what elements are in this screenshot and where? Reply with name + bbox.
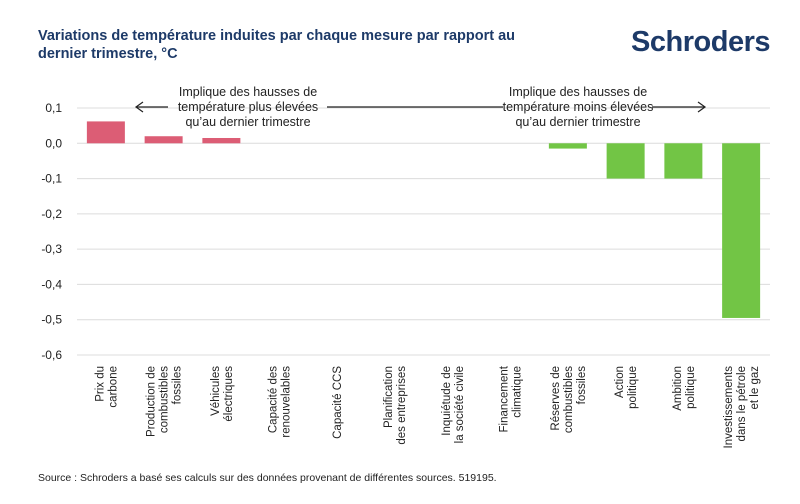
schroders-logo: Schroders <box>631 26 770 58</box>
annotation-arrow-left-head <box>134 101 144 113</box>
x-category-label: Prix du <box>94 366 106 402</box>
x-category-label: électriques <box>223 366 235 422</box>
annotation-right: qu’au dernier trimestre <box>515 115 640 129</box>
bar <box>722 143 761 318</box>
x-category-label: des entreprises <box>396 366 408 445</box>
x-category-label: Planification <box>383 366 395 428</box>
y-tick-label: -0,4 <box>41 277 62 291</box>
bar-chart: 0,1 0,0 -0,1 -0,2 -0,3 -0,4 -0,5 -0,6 Prix du car… <box>41 85 770 449</box>
x-category-label: Action <box>614 366 626 398</box>
x-category-label: Capacité des <box>268 366 280 433</box>
annotation-left: Implique des hausses de <box>179 85 317 99</box>
x-category-label: Réserves de <box>550 366 562 431</box>
annotation-right: température moins élevées <box>503 100 654 114</box>
x-category-label: combustibles <box>159 366 171 433</box>
annotation-left: qu’au dernier trimestre <box>185 115 310 129</box>
x-category-label: renouvelables <box>281 366 293 438</box>
y-tick-label: -0,6 <box>41 348 62 362</box>
bar <box>606 143 645 179</box>
chart-title: Variations de température induites par c… <box>38 28 516 62</box>
bar <box>664 143 703 179</box>
x-category-label: politique <box>685 366 697 409</box>
x-category-label: Investissements <box>723 366 735 449</box>
annotation-left: température plus élevées <box>178 100 318 114</box>
x-category-label: Ambition <box>672 366 684 411</box>
x-category-label: la société civile <box>454 366 466 443</box>
x-category-label: politique <box>627 366 639 409</box>
y-tick-label: -0,5 <box>41 313 62 327</box>
bar <box>202 137 241 144</box>
bar <box>144 136 183 144</box>
x-category-label: dans le pétrole <box>736 366 748 441</box>
y-tick-label: -0,2 <box>41 207 62 221</box>
y-tick-label: 0,0 <box>45 136 62 150</box>
x-category-label: Financement <box>499 365 511 432</box>
annotation-arrow-right-head <box>697 101 707 113</box>
bar <box>548 143 587 149</box>
y-tick-label: 0,1 <box>45 101 62 115</box>
y-tick-label: -0,3 <box>41 242 62 256</box>
source-note: Source : Schroders a basé ses calculs su… <box>38 472 497 484</box>
x-category-label: fossiles <box>576 366 588 405</box>
x-category-label: Inquiétude de <box>441 366 453 436</box>
x-category-label: carbone <box>107 366 119 408</box>
x-category-label: fossiles <box>172 366 184 405</box>
x-category-label: et le gaz <box>749 366 761 410</box>
x-category-label: combustibles <box>563 366 575 433</box>
x-category-label: Production de <box>146 366 158 437</box>
x-category-label: Capacité CCS <box>332 366 344 439</box>
bar <box>86 121 125 144</box>
x-category-label: Véhicules <box>210 366 222 416</box>
annotation-right: Implique des hausses de <box>509 85 647 99</box>
x-category-label: climatique <box>512 366 524 418</box>
y-tick-label: -0,1 <box>41 172 62 186</box>
